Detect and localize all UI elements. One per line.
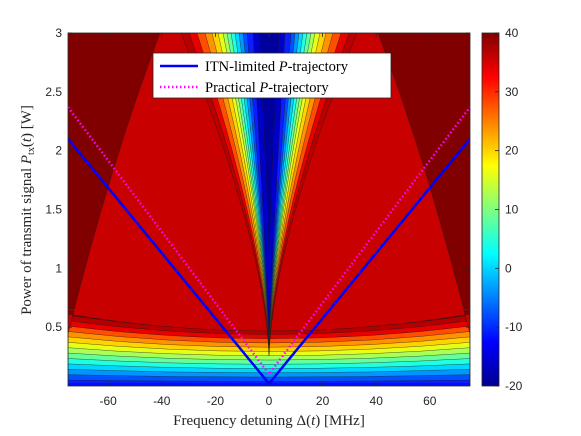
y-tick-label: 3 — [55, 26, 62, 40]
colorbar-tick-label: 40 — [505, 26, 519, 40]
colorbar-tick-label: 0 — [505, 261, 512, 275]
x-tick-label: -40 — [153, 394, 171, 408]
x-tick-label: -20 — [207, 394, 225, 408]
colorbar-ticks: 40 30 20 10 0 -10 -20 — [495, 26, 523, 393]
x-tick-label: -60 — [100, 394, 118, 408]
x-tick-label: 60 — [423, 394, 437, 408]
legend-item-itn: ITN-limited P-trajectory — [205, 59, 349, 75]
colorbar-tick-label: 10 — [505, 203, 519, 217]
x-tick-label: 20 — [316, 394, 330, 408]
y-tick-label: 1.5 — [45, 203, 62, 217]
x-tick-label: 40 — [370, 394, 384, 408]
y-axis-ticks: 0.5 1 1.5 2 2.5 3 — [45, 26, 470, 334]
x-tick-label: 0 — [266, 394, 273, 408]
x-axis-ticks: -60 -40 -20 0 20 40 60 — [100, 33, 437, 408]
y-tick-label: 0.5 — [45, 320, 62, 334]
colorbar-tick-label: 30 — [505, 85, 519, 99]
legend-item-practical: Practical P-trajectory — [205, 80, 329, 96]
y-tick-label: 2.5 — [45, 85, 62, 99]
y-tick-label: 1 — [55, 261, 62, 275]
y-tick-label: 2 — [55, 144, 62, 158]
legend: ITN-limited P-trajectory Practical P-tra… — [152, 52, 392, 99]
series-line-1 — [68, 106, 470, 377]
x-axis-label: Frequency detuning Δ(t) [MHz] — [173, 413, 365, 429]
y-axis-label: Power of transmit signal Ptx(t) [W] — [19, 105, 37, 315]
colorbar-tick-label: -20 — [505, 379, 523, 393]
colorbar-tick-label: 20 — [505, 144, 519, 158]
legend-box — [152, 52, 392, 99]
colorbar-tick-label: -10 — [505, 320, 523, 334]
